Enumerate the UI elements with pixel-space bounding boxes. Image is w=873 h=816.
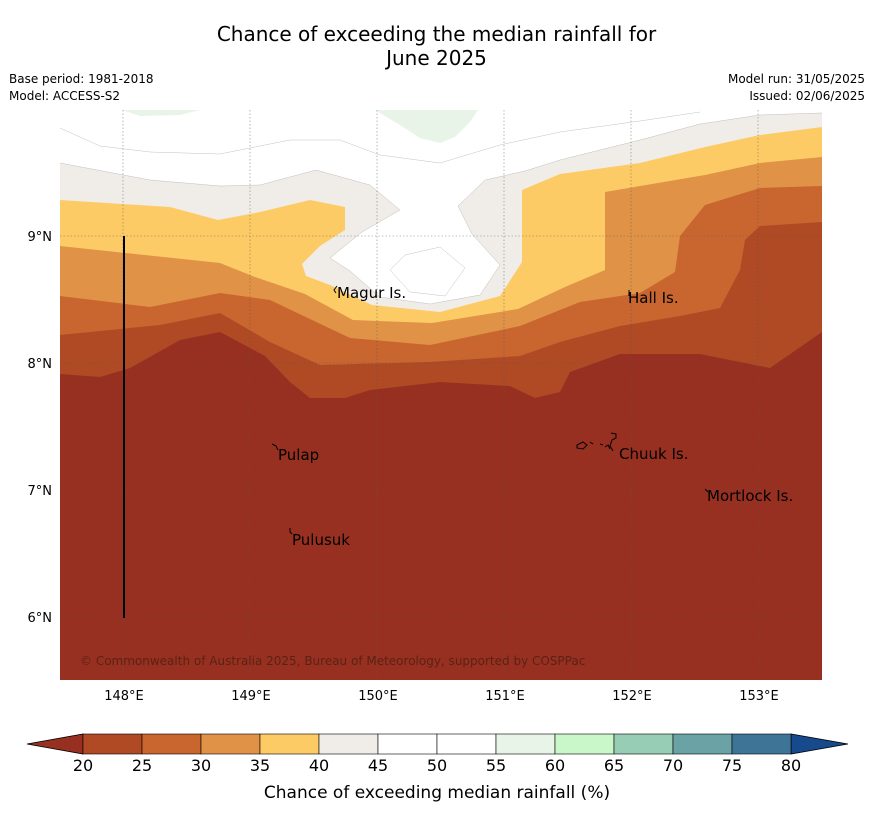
colorbar-segment <box>318 733 379 755</box>
colorbar-segment <box>259 733 320 755</box>
place-label-magur: Magur Is. <box>337 284 406 302</box>
island-pulap <box>271 443 279 451</box>
colorbar-tick-label: 60 <box>545 756 565 775</box>
band-55-60-small <box>122 110 200 116</box>
place-label-hall: Hall Is. <box>628 289 679 307</box>
colorbar-tick-label: 75 <box>722 756 742 775</box>
colorbar-tick-label: 40 <box>309 756 329 775</box>
colorbar-tick-label: 25 <box>132 756 152 775</box>
base-period-text: Base period: 1981-2018 <box>9 72 154 86</box>
colorbar-segment <box>200 733 261 755</box>
place-label-pulap: Pulap <box>278 446 319 464</box>
x-tick-label-149: 149°E <box>231 689 271 704</box>
chart-title: Chance of exceeding the median rainfall … <box>0 22 873 70</box>
place-labels: Magur Is. Hall Is. Pulap Chuuk Is. Mortl… <box>278 284 793 549</box>
colorbar-tick-label: 30 <box>191 756 211 775</box>
x-tick-label-153: 153°E <box>739 689 779 704</box>
x-tick-label-151: 151°E <box>485 689 525 704</box>
colorbar-under-arrow <box>26 733 84 755</box>
x-axis-ticks: 148°E 149°E 150°E 151°E 152°E 153°E <box>104 689 779 704</box>
model-text: Model: ACCESS-S2 <box>9 89 121 103</box>
meta-left: Base period: 1981-2018 Model: ACCESS-S2 <box>9 71 154 105</box>
y-tick-label-9n: 9°N <box>28 230 53 245</box>
colorbar-segment <box>672 733 733 755</box>
colorbar-tick-label: 35 <box>250 756 270 775</box>
colorbar-segment <box>377 733 438 755</box>
meta-right: Model run: 31/05/2025 Issued: 02/06/2025 <box>728 71 865 105</box>
colorbar-segment <box>613 733 674 755</box>
place-label-pulusuk: Pulusuk <box>292 531 350 549</box>
y-tick-label-7n: 7°N <box>28 484 53 499</box>
title-line-2: June 2025 <box>386 46 487 70</box>
colorbar-segment <box>141 733 202 755</box>
island-pulusuk <box>289 528 293 535</box>
band-45-55 <box>60 110 822 304</box>
x-tick-label-150: 150°E <box>358 689 398 704</box>
island-mortlock <box>704 488 709 493</box>
place-label-chuuk: Chuuk Is. <box>619 445 688 463</box>
colorbar-segment <box>82 733 143 755</box>
colorbar-label: Chance of exceeding median rainfall (%) <box>264 783 610 803</box>
colorbar-tick-label: 65 <box>604 756 624 775</box>
colorbar-segment <box>731 733 792 755</box>
island-outlines <box>271 285 709 535</box>
y-tick-label-8n: 8°N <box>28 357 53 372</box>
x-tick-label-152: 152°E <box>612 689 652 704</box>
colorbar-segment <box>436 733 497 755</box>
colorbar-tick-label: 55 <box>486 756 506 775</box>
title-line-1: Chance of exceeding the median rainfall … <box>216 22 657 46</box>
map-panel <box>60 110 822 680</box>
colorbar-tick-label: 45 <box>368 756 388 775</box>
band-55-60 <box>375 110 478 143</box>
colorbar-tick-label: 70 <box>663 756 683 775</box>
x-tick-label-148: 148°E <box>104 689 144 704</box>
island-chuuk <box>576 432 617 452</box>
y-tick-label-6n: 6°N <box>28 611 53 626</box>
island-magur <box>333 285 338 294</box>
colorbar-segment <box>554 733 615 755</box>
place-label-mortlock: Mortlock Is. <box>707 487 793 505</box>
colorbar-over-arrow <box>790 733 849 755</box>
colorbar: 20 25 30 35 40 45 50 55 60 65 70 75 80 <box>26 733 849 775</box>
contour-lines <box>60 111 822 305</box>
issued-text: Issued: 02/06/2025 <box>749 89 865 103</box>
y-axis-ticks: 9°N 8°N 7°N 6°N <box>28 230 53 626</box>
model-run-text: Model run: 31/05/2025 <box>727 72 865 86</box>
colorbar-tick-label: 50 <box>427 756 447 775</box>
colorbar-tick-label: 20 <box>73 756 93 775</box>
colorbar-tick-label: 80 <box>781 756 801 775</box>
colorbar-segment <box>495 733 556 755</box>
copyright-text: © Commonwealth of Australia 2025, Bureau… <box>80 654 585 668</box>
